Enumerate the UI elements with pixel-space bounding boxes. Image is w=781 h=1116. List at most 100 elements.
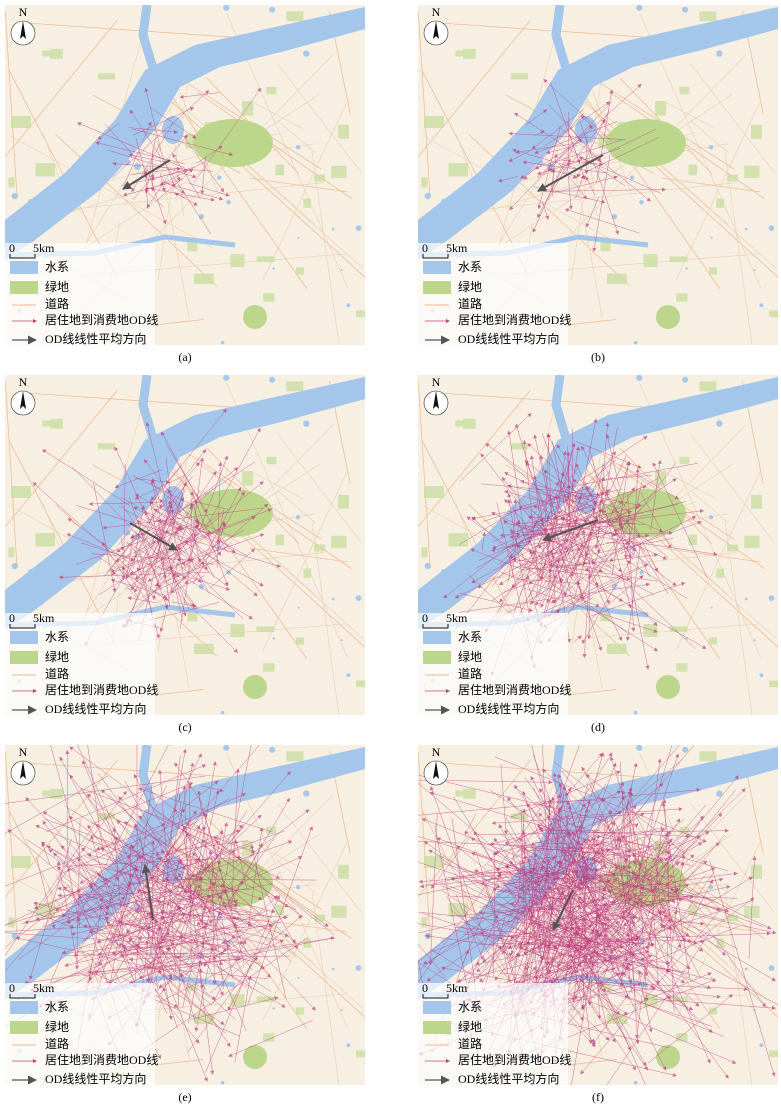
pond — [272, 267, 274, 269]
pond — [296, 885, 300, 889]
panel-caption: (d) — [591, 720, 605, 734]
pond — [685, 267, 687, 269]
legend-green — [10, 1021, 38, 1034]
green-patch — [643, 624, 657, 637]
pond — [221, 1081, 225, 1085]
pond — [269, 377, 275, 383]
green-patch — [187, 612, 197, 621]
legend-label: 绿地 — [458, 1019, 482, 1034]
green-patch — [42, 50, 50, 56]
green-patch — [716, 199, 724, 208]
pond — [612, 214, 617, 219]
pond — [272, 1007, 274, 1009]
green-patch — [688, 535, 697, 546]
pond — [636, 5, 642, 11]
green-patch — [744, 166, 759, 178]
green-patch — [338, 865, 349, 879]
legend-label: 道路 — [458, 296, 482, 311]
green-patch — [676, 663, 687, 671]
green-patch — [709, 1007, 717, 1014]
green-patch — [421, 917, 427, 927]
pond — [759, 673, 763, 677]
legend-label: 水系 — [458, 260, 482, 274]
legend-green — [423, 1021, 451, 1034]
legend-label: 水系 — [45, 260, 69, 274]
legend-label: 道路 — [45, 1036, 69, 1051]
green-patch — [242, 101, 253, 116]
legend-water — [423, 631, 451, 644]
park — [606, 119, 686, 167]
legend-label: 道路 — [458, 666, 482, 681]
legend-label: 居住地到消费地OD线 — [458, 1053, 571, 1067]
pond — [682, 7, 688, 13]
panel-caption: (c) — [178, 720, 191, 734]
pond — [221, 341, 225, 345]
scale-distance: 5km — [33, 981, 55, 995]
scale-zero: 0 — [9, 611, 15, 625]
green-patch — [50, 49, 63, 59]
legend-label: OD线线性平均方向 — [458, 1071, 559, 1086]
green-patch — [11, 856, 31, 868]
pond — [346, 1043, 350, 1047]
panel-caption: (a) — [178, 350, 191, 364]
legend-water — [423, 261, 451, 274]
green-patch — [744, 536, 759, 548]
green-patch — [455, 790, 463, 796]
legend-label: 水系 — [45, 1000, 69, 1014]
green-patch — [424, 486, 444, 498]
legend-label: 水系 — [458, 630, 482, 644]
green-patch — [727, 175, 738, 182]
scale-zero: 0 — [422, 611, 428, 625]
legend-label: OD线线性平均方向 — [45, 331, 146, 346]
pond — [759, 303, 763, 307]
green-patch — [688, 165, 697, 176]
park — [193, 119, 273, 167]
pond — [356, 225, 362, 231]
pond — [356, 965, 362, 971]
green-patch — [42, 420, 50, 426]
legend-water — [10, 631, 38, 644]
green-patch — [275, 535, 284, 546]
green-patch — [286, 11, 303, 21]
pond — [296, 145, 300, 149]
green-patch — [242, 471, 253, 486]
green-patch — [303, 569, 311, 578]
green-patch — [424, 116, 444, 128]
green-patch — [338, 495, 349, 509]
green-patch — [679, 87, 689, 94]
legend-green — [10, 651, 38, 664]
legend-label: 居住地到消费地OD线 — [45, 1053, 158, 1067]
green-patch — [607, 644, 627, 654]
green-patch — [187, 242, 197, 251]
scale-distance: 5km — [33, 241, 55, 255]
green-patch — [769, 310, 778, 317]
scale-distance: 5km — [446, 241, 468, 255]
legend-label: 居住地到消费地OD线 — [45, 313, 158, 327]
green-patch — [331, 536, 346, 548]
pond — [296, 515, 300, 519]
north-label: N — [19, 745, 28, 759]
legend-label: 水系 — [45, 630, 69, 644]
scale-zero: 0 — [422, 981, 428, 995]
green-patch — [421, 177, 427, 187]
park-small — [656, 305, 680, 329]
green-patch — [455, 420, 463, 426]
pond — [223, 5, 229, 11]
green-patch — [699, 751, 716, 761]
green-patch — [511, 443, 528, 449]
legend-label: 绿地 — [458, 279, 482, 294]
green-patch — [303, 199, 311, 208]
green-patch — [11, 486, 31, 498]
pond — [356, 595, 362, 601]
green-patch — [679, 457, 689, 464]
green-patch — [98, 73, 115, 79]
green-patch — [296, 267, 304, 274]
legend-label: OD线线性平均方向 — [458, 331, 559, 346]
legend-label: 绿地 — [45, 279, 69, 294]
pond — [341, 1009, 343, 1011]
pond — [346, 673, 350, 677]
pond — [634, 1081, 638, 1085]
